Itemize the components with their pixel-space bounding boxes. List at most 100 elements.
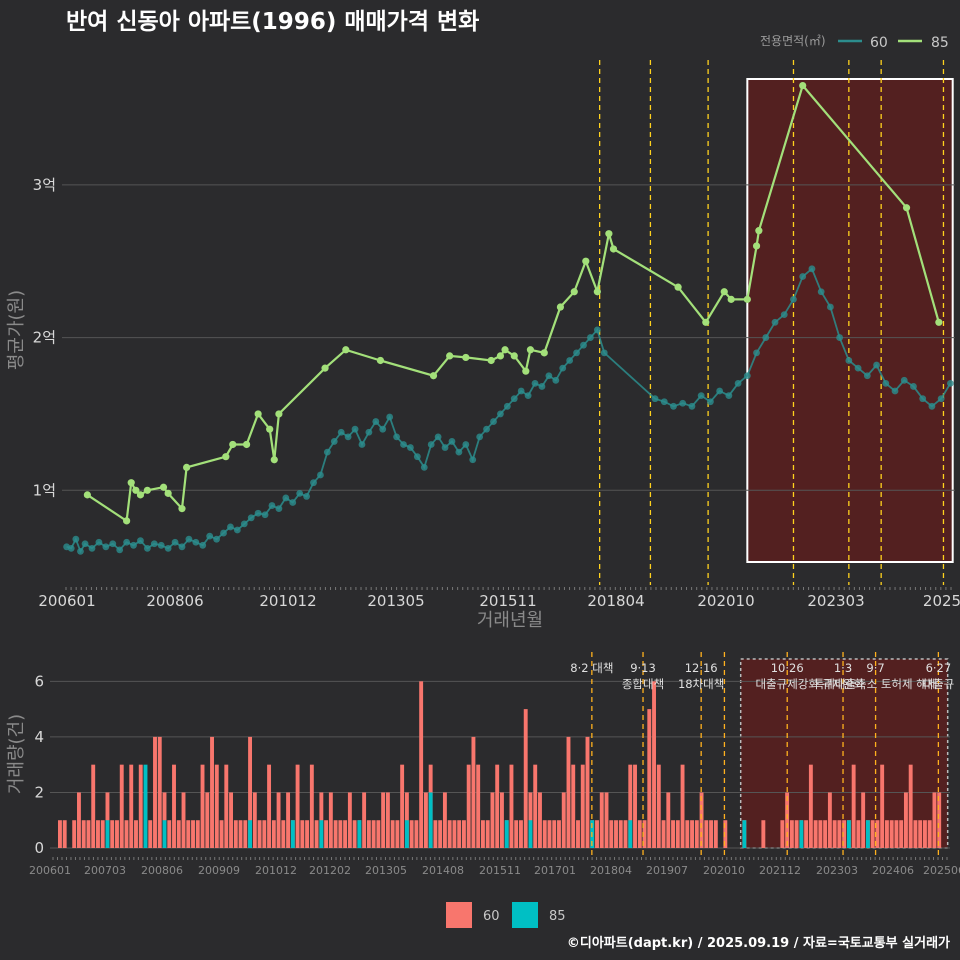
- volume-bar-60: [856, 820, 861, 848]
- event-label: 9·7: [866, 661, 884, 675]
- volume-bar-60: [362, 792, 367, 848]
- top-y-tick-label: 1억: [33, 481, 56, 499]
- data-point-60: [164, 544, 172, 552]
- data-point-60: [545, 372, 553, 380]
- data-point-85: [83, 491, 91, 499]
- data-point-60: [386, 413, 394, 421]
- event-label: 1·3: [834, 661, 852, 675]
- volume-bar-85: [404, 820, 409, 848]
- data-point-85: [609, 245, 618, 253]
- volume-bar-60: [338, 820, 343, 848]
- data-point-60: [137, 537, 144, 545]
- volume-bar-60: [813, 820, 818, 848]
- volume-bar-85: [357, 820, 362, 848]
- data-point-60: [372, 418, 380, 425]
- data-point-60: [67, 544, 75, 552]
- volume-bar-60: [932, 792, 937, 848]
- volume-bar-60: [81, 820, 86, 848]
- bottom-x-tick-label: 200909: [198, 864, 240, 877]
- data-point-60: [88, 544, 96, 552]
- bottom-x-tick-label: 202303: [816, 864, 858, 877]
- volume-bar-85: [628, 820, 633, 848]
- data-point-60: [199, 541, 207, 549]
- data-point-60: [434, 433, 442, 441]
- data-point-60: [566, 357, 574, 364]
- data-point-60: [882, 379, 890, 387]
- volume-bar-60: [295, 764, 300, 848]
- data-point-60: [178, 543, 186, 551]
- volume-legend-swatch-60: [446, 902, 472, 928]
- volume-bar-85: [143, 764, 148, 848]
- bottom-x-tick-label: 202010: [703, 864, 745, 877]
- volume-bar-60: [371, 820, 376, 848]
- volume-legend-label-85: 85: [549, 909, 566, 924]
- data-point-85: [266, 425, 274, 433]
- event-label: 대출규: [922, 677, 954, 691]
- top-x-tick-label: 2025: [923, 592, 960, 610]
- data-point-85: [123, 517, 131, 525]
- event-label: 종합대책: [622, 677, 664, 691]
- volume-bar-60: [642, 820, 647, 848]
- volume-bar-60: [452, 820, 457, 848]
- data-point-60: [303, 493, 310, 500]
- volume-bar-60: [675, 820, 680, 848]
- volume-bar-85: [319, 820, 324, 848]
- volume-bar-60: [889, 820, 894, 848]
- data-point-85: [178, 505, 186, 513]
- data-point-85: [902, 204, 911, 212]
- volume-bar-60: [618, 820, 623, 848]
- data-point-60: [448, 438, 456, 445]
- volume-bar-60: [623, 820, 628, 848]
- volume-bar-60: [72, 820, 77, 848]
- volume-bar-60: [614, 820, 618, 848]
- volume-bar-60: [476, 764, 481, 848]
- legend-label-85: 85: [931, 35, 949, 51]
- data-point-85: [275, 410, 283, 418]
- data-point-60: [937, 395, 945, 403]
- volume-bar-60: [300, 820, 305, 848]
- data-point-60: [919, 395, 927, 403]
- top-x-tick-label: 201012: [259, 592, 316, 610]
- data-point-85: [222, 453, 230, 461]
- data-point-85: [935, 318, 943, 326]
- bottom-bars-layer: [58, 681, 942, 848]
- volume-bar-60: [785, 792, 790, 848]
- top-y-tick-label: 2억: [33, 329, 56, 347]
- volume-bar-60: [385, 792, 390, 848]
- volume-bar-60: [238, 820, 243, 848]
- volume-bar-60: [557, 820, 561, 848]
- volume-bar-60: [880, 764, 885, 848]
- data-point-85: [242, 440, 251, 449]
- series-line-85: [86, 83, 940, 523]
- data-point-85: [270, 456, 278, 464]
- volume-bar-60: [937, 792, 942, 848]
- data-point-60: [337, 428, 345, 436]
- data-point-60: [697, 392, 705, 400]
- volume-bar-85: [105, 820, 110, 848]
- volume-bar-60: [191, 820, 195, 848]
- volume-bar-60: [224, 764, 229, 848]
- data-point-60: [524, 392, 532, 400]
- volume-bar-60: [219, 820, 224, 848]
- volume-bar-60: [324, 820, 329, 848]
- volume-bar-60: [671, 820, 675, 848]
- top-series-points: [63, 81, 954, 555]
- data-point-60: [910, 383, 917, 390]
- bottom-x-tick-label: 200806: [141, 864, 183, 877]
- data-point-60: [725, 392, 733, 400]
- bottom-y-tick-label: 2: [34, 783, 44, 801]
- volume-bar-60: [457, 820, 462, 848]
- data-point-60: [420, 463, 428, 471]
- data-point-85: [164, 489, 172, 497]
- volume-bar-60: [633, 764, 637, 848]
- volume-bar-60: [96, 820, 100, 848]
- data-point-85: [462, 353, 470, 362]
- data-point-60: [510, 395, 518, 403]
- volume-bar-60: [229, 792, 233, 848]
- volume-bar-60: [580, 764, 585, 848]
- data-point-60: [358, 441, 366, 448]
- data-point-60: [109, 540, 117, 548]
- data-point-60: [476, 433, 484, 441]
- volume-bar-85: [528, 820, 533, 848]
